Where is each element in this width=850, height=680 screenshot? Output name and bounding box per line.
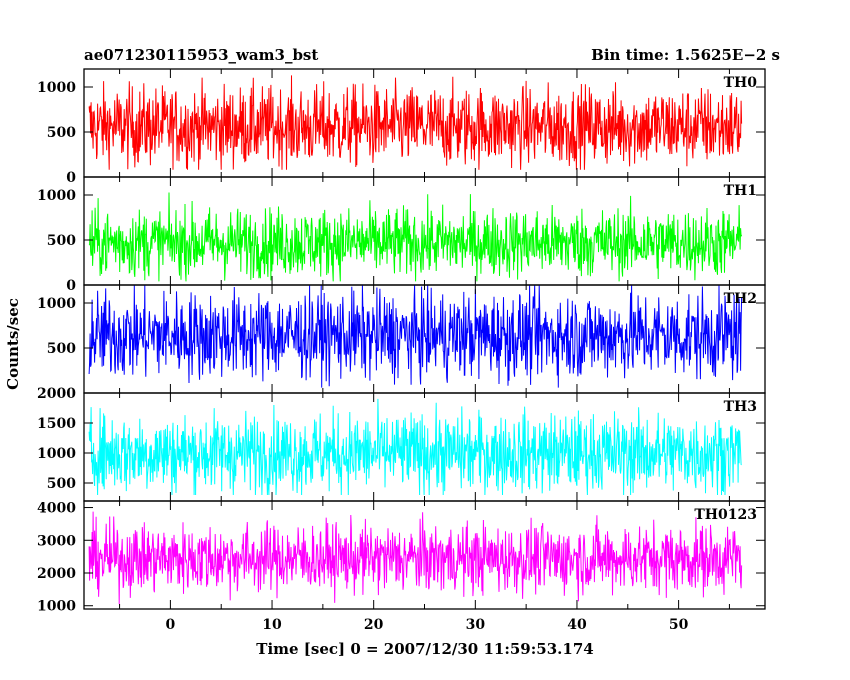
y-tick-label: 3000: [37, 533, 76, 549]
x-axis-label: Time [sec] 0 = 2007/12/30 11:59:53.174: [256, 640, 593, 658]
x-tick-label: 0: [166, 617, 176, 633]
y-tick-label: 0: [66, 170, 76, 186]
y-tick-label: 500: [47, 233, 76, 249]
y-tick-label: 1000: [37, 80, 76, 96]
panel-th3: 500 1000 1500 2000 TH3: [37, 386, 766, 502]
y-axis-label: Counts/sec: [4, 298, 22, 390]
x-tick-label: 10: [262, 617, 282, 633]
panel-th0123: 1000 2000 3000 4000 TH0123: [37, 500, 766, 615]
y-tick-label: 1000: [37, 599, 76, 615]
panel-th0: 0 500 1000 TH0: [37, 68, 766, 186]
y-tick-label: 2000: [37, 566, 76, 582]
y-tick-label: 500: [47, 341, 76, 357]
panel-th2: 500 1000 TH2: [37, 284, 766, 394]
x-tick-label: 20: [364, 617, 384, 633]
series-th2: [88, 284, 743, 388]
x-tick-label: 40: [567, 617, 587, 633]
y-tick-label: 4000: [37, 501, 76, 517]
panel-label: TH2: [724, 291, 757, 307]
series-th3: [88, 398, 742, 496]
panel-label: TH0: [724, 75, 758, 91]
y-tick-label: 1000: [37, 188, 76, 204]
x-tick-label: 30: [466, 617, 486, 633]
y-tick-label: 500: [47, 125, 76, 141]
y-tick-label: 500: [47, 476, 76, 492]
y-tick-label: 0: [66, 278, 76, 294]
panel-label: TH3: [724, 399, 757, 415]
title-left: ae071230115953_wam3_bst: [84, 46, 318, 64]
series-th1: [88, 192, 743, 282]
series-th0: [88, 75, 743, 170]
y-tick-label: 1000: [37, 446, 76, 462]
y-tick-label: 2000: [37, 386, 76, 402]
title-right: Bin time: 1.5625E−2 s: [591, 46, 780, 64]
panel-label: TH0123: [694, 507, 757, 523]
panel-th1: 0 500 1000 TH1: [37, 176, 766, 294]
panel-label: TH1: [724, 183, 757, 199]
x-tick-label: 50: [669, 617, 689, 633]
y-tick-label: 1000: [37, 296, 76, 312]
series-th0123: [88, 511, 743, 605]
y-tick-label: 1500: [37, 416, 76, 432]
